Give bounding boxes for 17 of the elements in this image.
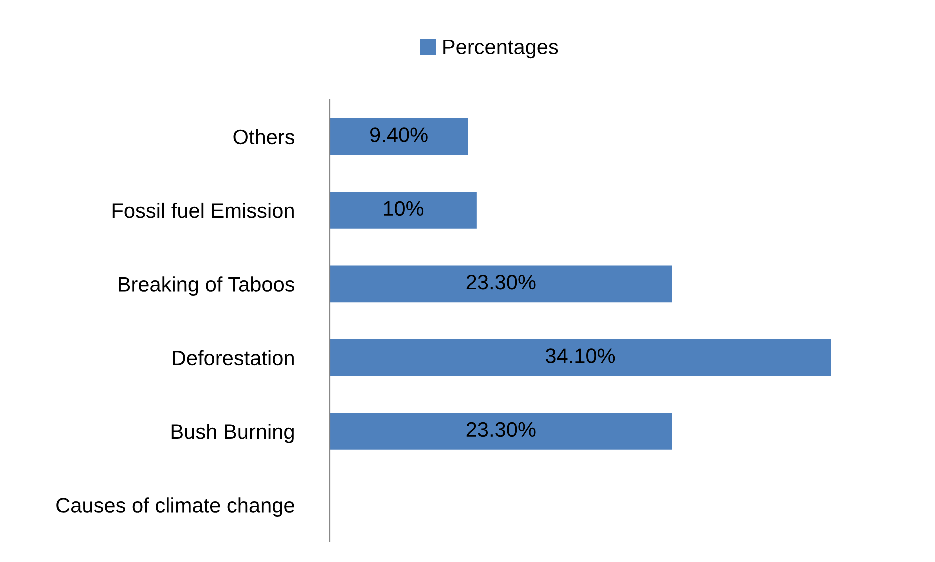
y-tick-label: Bush Burning bbox=[172, 424, 294, 444]
y-tick-label: Deforestation bbox=[173, 350, 294, 366]
data-label: 23.30% bbox=[466, 275, 536, 290]
bar bbox=[330, 413, 672, 450]
y-tick-label: Others bbox=[234, 129, 295, 145]
bar bbox=[330, 266, 672, 303]
data-label: 34.10% bbox=[546, 348, 616, 364]
bar bbox=[330, 118, 468, 156]
legend-label: Percentages bbox=[444, 40, 558, 59]
data-label: 10% bbox=[384, 201, 424, 216]
data-label: 9.40% bbox=[370, 128, 428, 142]
bar bbox=[330, 192, 477, 229]
y-tick-label: Breaking of Taboos bbox=[119, 276, 295, 296]
y-tick-label: Fossil fuel Emission bbox=[112, 202, 294, 218]
data-label: 23.30% bbox=[466, 422, 536, 438]
bar bbox=[330, 339, 831, 376]
y-tick-label: Causes of climate change bbox=[56, 498, 294, 518]
